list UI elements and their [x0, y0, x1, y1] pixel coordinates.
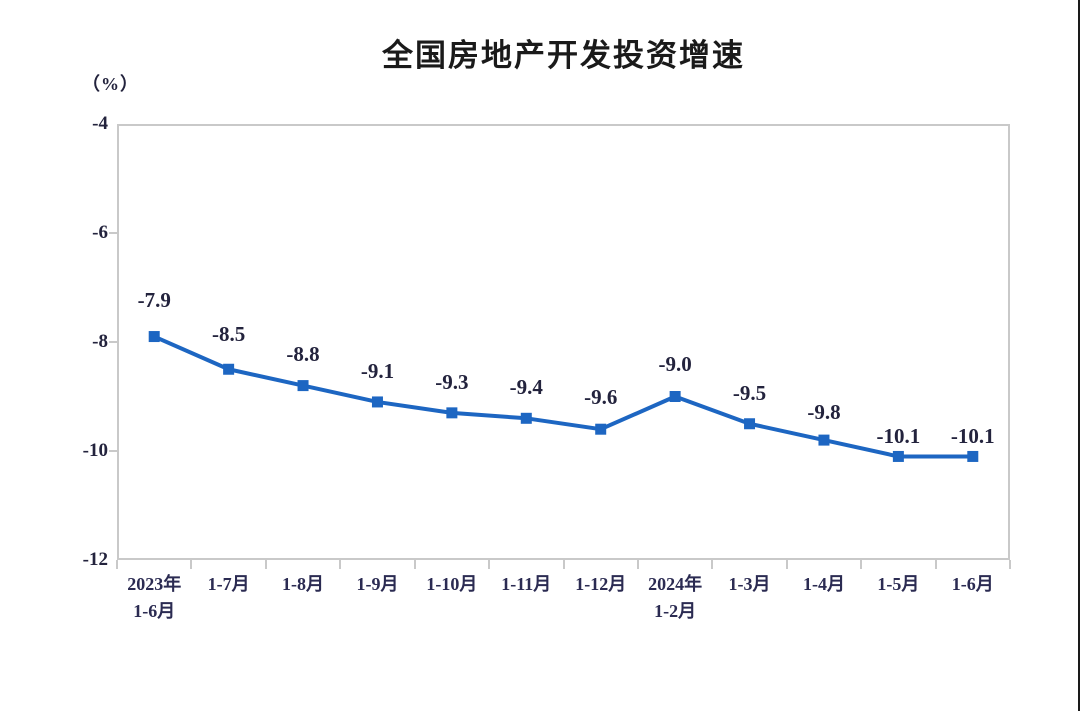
x-tick-mark: [785, 560, 788, 569]
x-category-label-line: 1-7月: [207, 574, 250, 594]
x-category-label: 2024年 1-2月: [648, 571, 702, 625]
data-point-label: -10.1: [876, 424, 921, 449]
x-tick-mark: [488, 560, 491, 569]
x-tick-mark: [264, 560, 267, 569]
data-point-label: -7.9: [137, 287, 171, 312]
x-category-label: 1-7月: [208, 571, 250, 598]
x-category-label-line: 1-3月: [728, 574, 771, 594]
x-category-label-line: 1-12月: [575, 574, 627, 594]
x-category-label: 1-10月: [426, 571, 477, 598]
x-category-label-line: 1-5月: [877, 574, 920, 594]
data-point-label: -9.0: [658, 351, 692, 376]
x-category-label-line: 1-2月: [654, 601, 697, 621]
data-point-label: -8.8: [286, 341, 320, 366]
x-tick-mark: [413, 560, 416, 569]
y-tick-label: -8: [92, 331, 108, 352]
x-category-label-line: 2023年: [127, 574, 182, 594]
y-tick-label: -6: [92, 222, 108, 243]
x-tick-mark: [190, 560, 193, 569]
x-tick-mark: [934, 560, 937, 569]
x-category-label: 1-9月: [356, 571, 398, 598]
y-tick-label: -10: [82, 440, 108, 461]
x-category-label-line: 2024年: [648, 574, 703, 594]
x-category-label-line: 1-6月: [133, 601, 176, 621]
data-point-label: -9.4: [509, 375, 543, 400]
x-tick-mark: [562, 560, 565, 569]
x-category-label-line: 1-6月: [951, 574, 994, 594]
window-right-border: [1078, 0, 1080, 711]
x-category-label: 1-4月: [803, 571, 845, 598]
x-category-label: 1-6月: [952, 571, 994, 598]
y-tick-mark: [109, 450, 117, 452]
y-tick-mark: [109, 232, 117, 234]
x-category-label-line: 1-9月: [356, 574, 399, 594]
chart-title: 全国房地产开发投资增速: [382, 38, 745, 73]
data-point-label: -9.8: [807, 400, 841, 425]
x-tick-mark: [711, 560, 714, 569]
data-point-label: -9.3: [435, 369, 469, 394]
y-tick-label: -12: [82, 549, 108, 570]
x-tick-mark: [116, 560, 118, 569]
x-category-label: 1-12月: [575, 571, 626, 598]
data-point-label: -9.6: [584, 385, 618, 410]
x-category-label-line: 1-10月: [426, 574, 478, 594]
y-tick-label: -4: [92, 113, 108, 134]
x-tick-mark: [339, 560, 342, 569]
x-category-label: 1-11月: [501, 571, 551, 598]
x-tick-mark: [1009, 560, 1011, 569]
x-category-label-line: 1-8月: [282, 574, 325, 594]
x-tick-mark: [860, 560, 863, 569]
data-point-label: -9.5: [732, 380, 767, 405]
plot-area: [117, 124, 1010, 560]
y-tick-mark: [109, 341, 117, 343]
x-category-label: 1-8月: [282, 571, 324, 598]
x-category-label-line: 1-11月: [501, 574, 552, 594]
data-point-label: -10.1: [950, 424, 995, 449]
x-category-label-line: 1-4月: [802, 574, 845, 594]
x-category-label: 1-3月: [729, 571, 771, 598]
data-point-label: -9.1: [360, 358, 395, 383]
x-category-label: 2023年 1-6月: [127, 571, 181, 625]
y-axis-unit-label: （%）: [82, 74, 139, 94]
x-category-label: 1-5月: [877, 571, 919, 598]
x-tick-mark: [636, 560, 639, 569]
data-point-label: -8.5: [212, 322, 246, 347]
